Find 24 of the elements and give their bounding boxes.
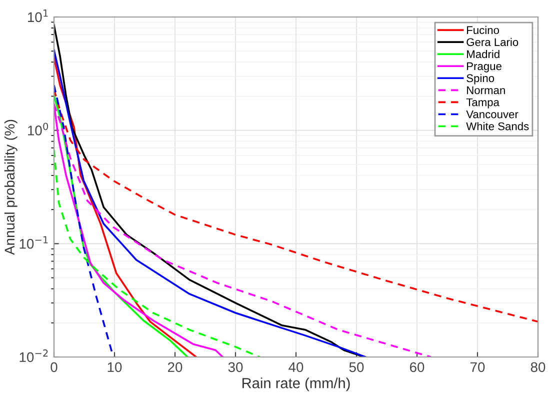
y-tick-label: 10$^{1}$: [28, 10, 48, 22]
legend-label: Fucino: [467, 26, 500, 34]
x-tick-label: 10: [108, 362, 122, 372]
x-tick-label: 50: [349, 362, 364, 372]
x-tick-label: 20: [168, 362, 182, 372]
y-tick-label: 10$^{−2}$: [20, 349, 48, 362]
legend-label: Spino: [466, 74, 494, 84]
legend-label: Tampa: [466, 98, 500, 108]
legend-label: Madrid: [467, 50, 500, 58]
y-tick-label: 10$^{0}$: [28, 122, 48, 136]
x-tick-label: 80: [530, 362, 546, 372]
y-axis-title: Annual probability (%): [4, 120, 18, 255]
x-tick-label: 0: [50, 362, 58, 372]
legend-label: Norman: [467, 86, 505, 94]
x-axis-title: Rain rate (mm/h): [242, 378, 350, 392]
y-tick-label: 10$^{−1}$: [20, 236, 48, 249]
legend-label: Vancouver: [466, 110, 518, 118]
legend-label: Prague: [467, 62, 502, 72]
x-tick-label: 70: [470, 362, 485, 372]
legend-label: Gera Lario: [466, 38, 518, 46]
x-tick-label: 60: [410, 362, 424, 372]
x-tick-label: 40: [288, 362, 304, 372]
x-tick-label: 30: [228, 362, 243, 372]
legend-label: White Sands: [466, 122, 529, 130]
